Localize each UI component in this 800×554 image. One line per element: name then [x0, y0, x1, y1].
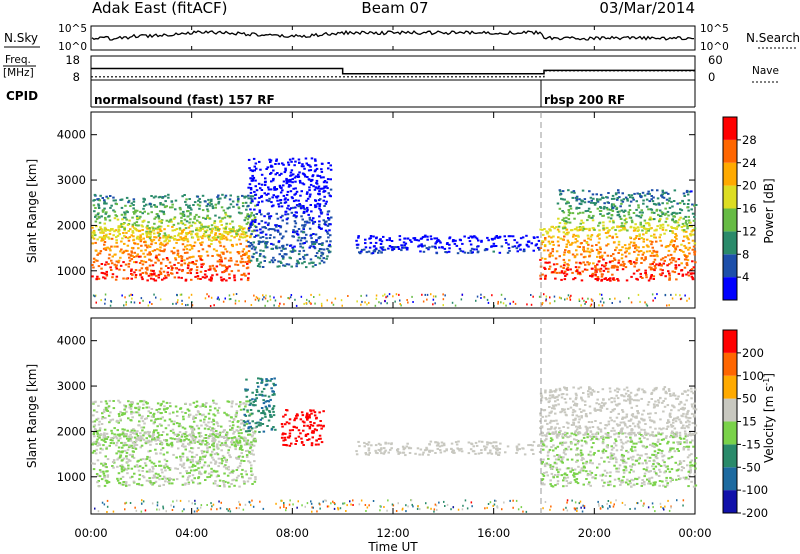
x-tick-label-3: 08:00 — [276, 526, 309, 540]
time-axis: 00:00 04:00 08:00 12:00 16:00 20:00 00:00 — [74, 26, 712, 540]
colorbar-tick-5: -15 — [742, 437, 761, 451]
sky-tick-left-top: 10^5 — [58, 23, 87, 35]
cpid-label: CPID — [6, 89, 38, 103]
colorbar-tick-1: 4 — [742, 270, 749, 284]
sky-trace — [91, 29, 694, 41]
colorbar-segment-4 — [723, 421, 737, 445]
colorbar-tick-5: 20 — [742, 179, 757, 193]
colorbar-tick-4: 16 — [742, 202, 757, 216]
power-heatmap — [91, 157, 698, 307]
velocity-y-axis-label: Slant Range [km] — [25, 364, 39, 468]
colorbar-segment-3 — [723, 444, 737, 468]
power-colorbar: 4 8 12 16 20 24 28 — [722, 116, 757, 301]
colorbar-segment-8 — [723, 117, 737, 140]
sky-noise-line — [91, 29, 694, 41]
colorbar-segment-2 — [723, 254, 737, 278]
scatter-feature-7 — [539, 386, 698, 438]
y-tick-label-2: 2000 — [57, 218, 86, 232]
y-tick-label-4: 4000 — [57, 128, 86, 142]
scatter-feature-6 — [556, 189, 698, 232]
colorbar-tick-3: 12 — [742, 224, 757, 238]
colorbar-tick-7: 28 — [742, 133, 757, 147]
x-tick-label-6: 20:00 — [578, 526, 611, 540]
date-label: 03/Mar/2014 — [599, 0, 695, 17]
colorbar-segment-6 — [723, 162, 737, 186]
y-tick-label-3: 3000 — [57, 379, 86, 393]
colorbar-segment-2 — [723, 467, 737, 491]
colorbar-tick-4: 15 — [742, 415, 757, 429]
scatter-feature-5 — [539, 225, 697, 282]
x-tick-label-5: 16:00 — [477, 526, 510, 540]
colorbar-tick-8: -200 — [742, 506, 768, 520]
freq-trace — [91, 67, 695, 75]
colorbar-segment-7 — [723, 352, 737, 376]
power-colorbar-label: Power [dB] — [762, 178, 776, 243]
sky-tick-right-bottom: 10^0 — [700, 41, 729, 53]
colorbar-tick-1: 200 — [742, 346, 764, 360]
colorbar-segment-7 — [723, 139, 737, 163]
nave-label: Nave — [752, 65, 779, 77]
sky-right-label: N.Search — [746, 31, 800, 45]
colorbar-tick-2: 100 — [742, 369, 764, 383]
freq-tick-right-top: 60 — [708, 53, 723, 67]
freq-tick-right-bottom: 0 — [708, 70, 715, 84]
colorbar-segment-3 — [723, 231, 737, 255]
cpid-segment-1: normalsound (fast) 157 RF — [94, 93, 275, 107]
colorbar-tick-6: 24 — [742, 156, 757, 170]
scatter-feature-6 — [539, 431, 698, 488]
colorbar-tick-6: -50 — [742, 460, 761, 474]
velocity-y-axis: 1000 2000 3000 4000 — [57, 334, 695, 484]
freq-tick-left-bottom: 8 — [73, 70, 80, 84]
sky-tick-left-bottom: 10^0 — [58, 41, 87, 53]
y-tick-label-2: 2000 — [57, 424, 86, 438]
scatter-feature-4 — [280, 409, 325, 447]
time-axis-label: Time UT — [367, 540, 418, 554]
x-tick-label-4: 12:00 — [376, 526, 409, 540]
nave-trace — [91, 70, 695, 78]
sky-tick-right-top: 10^5 — [700, 23, 729, 35]
scatter-feature-4 — [355, 234, 541, 255]
freq-left-label-1: Freq. — [5, 54, 31, 66]
freq-tick-left-top: 18 — [65, 53, 80, 67]
scatter-feature-3 — [242, 377, 277, 433]
y-tick-label-1: 1000 — [57, 264, 86, 278]
y-tick-label-4: 4000 — [57, 334, 86, 348]
near-range-noise — [92, 293, 690, 307]
sky-left-label: N.Sky — [4, 31, 38, 45]
power-y-axis-label: Slant Range [km] — [25, 159, 39, 263]
near-range-noise — [94, 499, 685, 513]
colorbar-tick-7: -100 — [742, 483, 768, 497]
colorbar-segment-5 — [723, 398, 737, 422]
y-tick-label-1: 1000 — [57, 470, 86, 484]
velocity-colorbar-label: Velocity [m s-1] — [762, 373, 777, 463]
cpid-segment-2: rbsp 200 RF — [544, 93, 625, 107]
colorbar-segment-1 — [723, 490, 737, 513]
x-tick-label-1: 00:00 — [74, 526, 107, 540]
scatter-feature-3 — [247, 157, 333, 269]
scatter-feature-5 — [355, 440, 542, 457]
y-tick-label-3: 3000 — [57, 173, 86, 187]
colorbar-tick-3: 50 — [742, 392, 757, 406]
colorbar-segment-5 — [723, 185, 737, 209]
colorbar-segment-4 — [723, 208, 737, 232]
colorbar-tick-2: 8 — [742, 247, 749, 261]
beam-label: Beam 07 — [361, 0, 428, 17]
power-y-axis: 1000 2000 3000 4000 — [57, 128, 695, 278]
velocity-heatmap — [91, 377, 698, 513]
x-tick-label-7: 00:00 — [678, 526, 711, 540]
colorbar-segment-8 — [723, 330, 737, 353]
x-tick-label-2: 04:00 — [175, 526, 208, 540]
radar-title: Adak East (fitACF) — [92, 0, 227, 17]
colorbar-segment-6 — [723, 375, 737, 399]
freq-left-label-2: [MHz] — [3, 67, 34, 79]
colorbar-segment-1 — [723, 277, 737, 300]
velocity-colorbar: 200 100 50 15 -15 -50 -100 -200 — [722, 329, 768, 520]
scatter-feature-2 — [91, 399, 257, 447]
